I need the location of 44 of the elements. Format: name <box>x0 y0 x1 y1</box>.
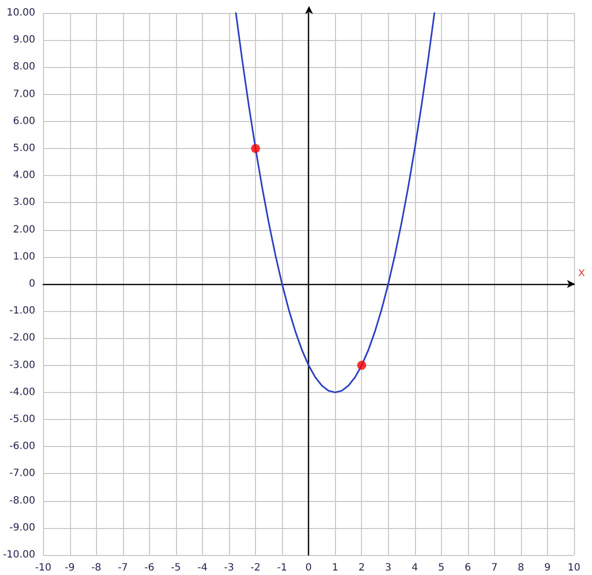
y-tick-label: 3.00 <box>12 197 36 208</box>
x-tick-label: 2 <box>358 562 365 574</box>
x-tick-label: 10 <box>568 562 580 574</box>
y-tick-label: -10.00 <box>2 550 36 560</box>
y-tick-label: -7.00 <box>9 468 36 480</box>
y-tick-label: 9.00 <box>12 34 36 46</box>
x-tick-label: 5 <box>438 562 444 574</box>
x-tick-label: -9 <box>64 562 75 574</box>
y-tick-label: -4.00 <box>9 386 36 398</box>
x-tick-label: 0 <box>305 562 312 574</box>
y-tick-label: 1.00 <box>12 251 36 262</box>
x-tick-label: -8 <box>91 562 102 574</box>
x-tick-label: -10 <box>35 562 52 574</box>
x-tick-label: -2 <box>250 562 261 574</box>
x-tick-label: -1 <box>277 562 288 574</box>
x-tick-label: 8 <box>518 562 524 574</box>
x-tick-label: 4 <box>412 562 418 574</box>
y-tick-label: 7.00 <box>12 88 36 100</box>
x-tick-label: -6 <box>144 562 154 574</box>
y-tick-label: 0 <box>28 278 36 290</box>
x-axis-title: x <box>578 265 586 279</box>
y-tick-label: -2.00 <box>9 332 36 344</box>
x-tick-label: -5 <box>170 562 181 574</box>
x-tick-label: -7 <box>118 562 128 574</box>
x-tick-label: 3 <box>385 562 392 574</box>
y-tick-label: -1.00 <box>9 306 36 317</box>
line-series <box>235 12 436 394</box>
y-tick-label: 10.00 <box>6 8 36 18</box>
y-tick-label: 8.00 <box>12 62 36 73</box>
y-tick-label: 2.00 <box>12 224 36 236</box>
x-tick-label: -4 <box>197 562 208 574</box>
y-tick-label: 4.00 <box>12 170 36 182</box>
x-tick-label: -3 <box>224 562 234 574</box>
x-tick-label: 6 <box>464 562 472 574</box>
y-tick-label: -8.00 <box>9 495 36 506</box>
y-tick-label: -5.00 <box>9 414 36 425</box>
x-tick-label: 1 <box>332 562 338 574</box>
y-tick-label: -9.00 <box>9 522 36 534</box>
x-tick-label: 7 <box>491 562 498 574</box>
y-tick-label: -6.00 <box>9 441 36 452</box>
y-tick-label: 6.00 <box>12 116 36 127</box>
y-tick-label: -3.00 <box>9 360 36 371</box>
y-tick-label: 5.00 <box>12 143 36 154</box>
x-tick-label: 9 <box>544 562 551 574</box>
